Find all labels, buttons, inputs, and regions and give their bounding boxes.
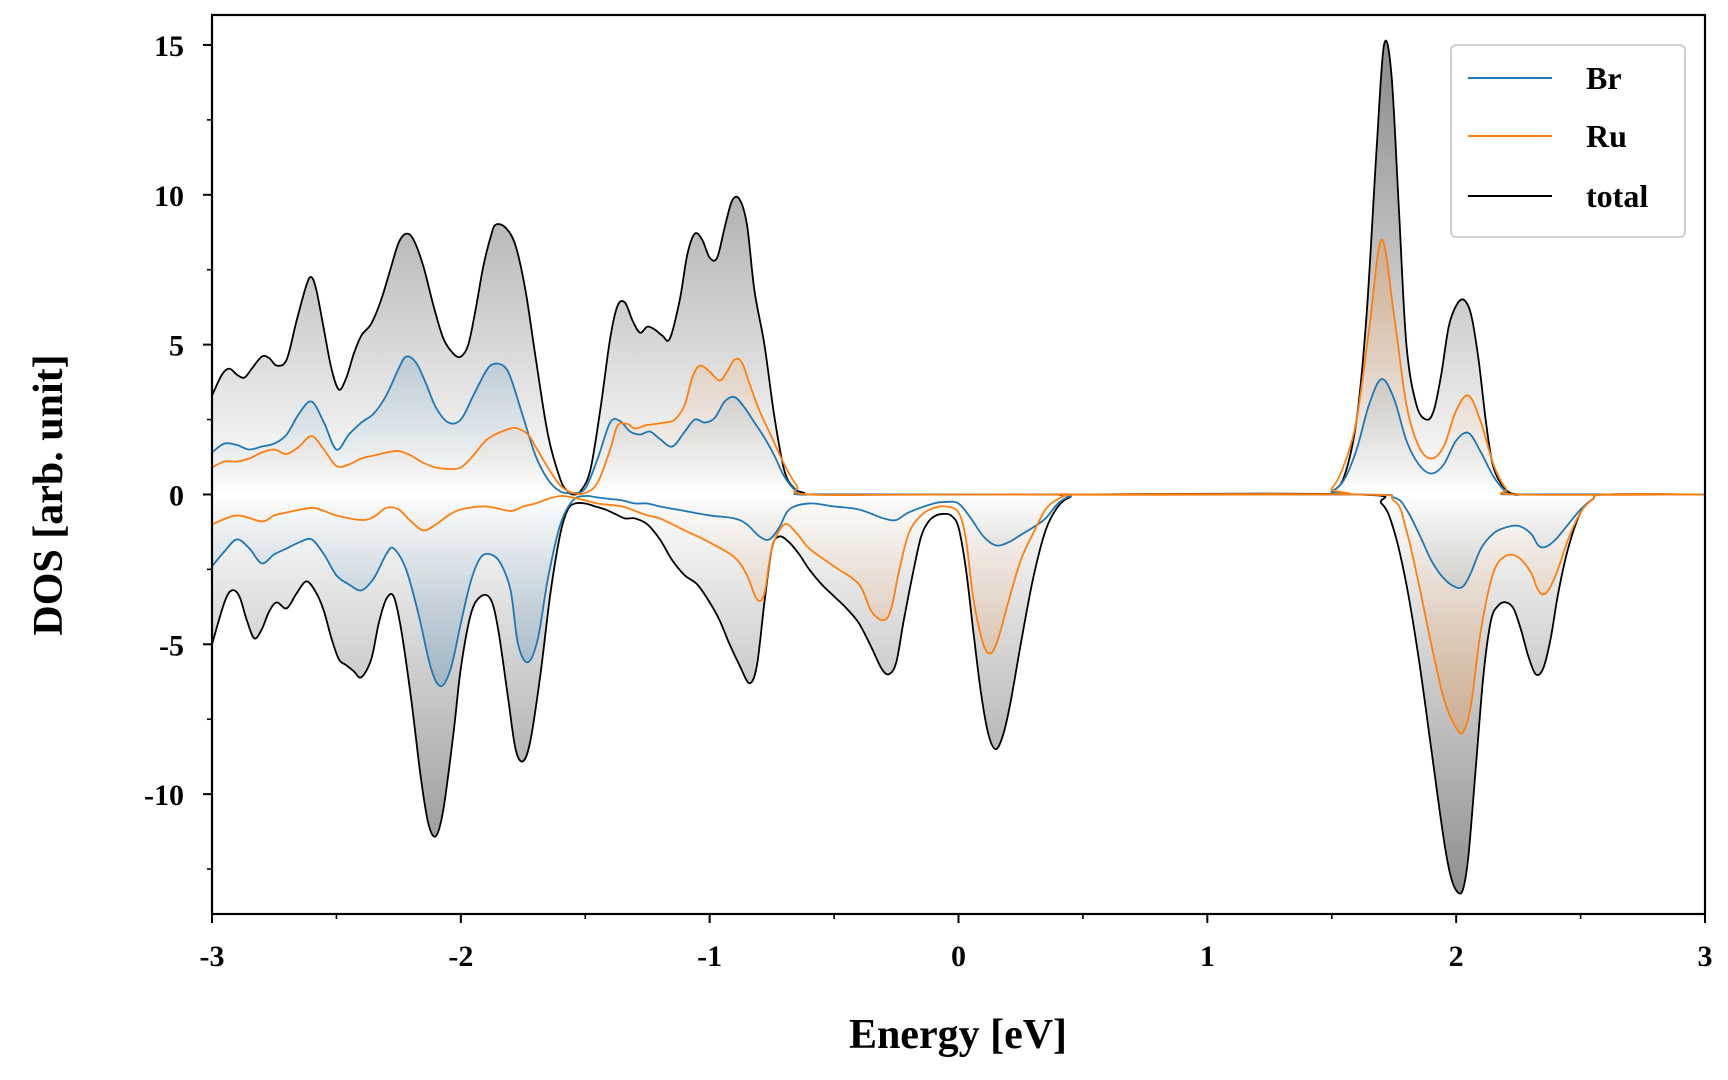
legend-label-total: total [1586,178,1648,214]
y-tick-label: -5 [159,629,184,662]
legend-label-br: Br [1586,60,1622,96]
dos-line-ru-up [212,238,1705,497]
legend-box [1450,44,1686,238]
dos-line-total-up [212,39,1705,496]
x-tick-label: 2 [1449,940,1464,973]
x-tick-label: 0 [951,940,966,973]
y-tick-label: -10 [144,779,184,812]
dos-line-br-up [212,355,1705,496]
line-layer [212,39,1705,895]
x-tick-label: -2 [448,940,473,973]
dos-line-ru-down [212,493,1705,735]
legend-label-ru: Ru [1586,118,1627,154]
x-tick-label: 1 [1200,940,1215,973]
x-axis-label: Energy [eV] [849,1012,1067,1058]
y-axis-label: DOS [arb. unit] [26,354,72,635]
legend: Br Ru total [1450,44,1686,238]
y-tick-label: 15 [154,30,184,63]
dos-fill-ru-down [212,494,1705,734]
x-tick-label: 3 [1698,940,1713,973]
y-tick-label: 0 [169,479,184,512]
x-tick-label: -3 [200,940,225,973]
dos-fill-ru-up [212,239,1705,496]
x-tick-label: -1 [697,940,722,973]
y-tick-label: 5 [169,330,184,363]
x-axis: -3 -2 -1 0 1 2 3 [200,914,1713,973]
dos-line-br-down [212,493,1705,688]
y-axis: -10 -5 0 5 10 15 [144,30,212,870]
y-tick-label: 10 [154,180,184,213]
